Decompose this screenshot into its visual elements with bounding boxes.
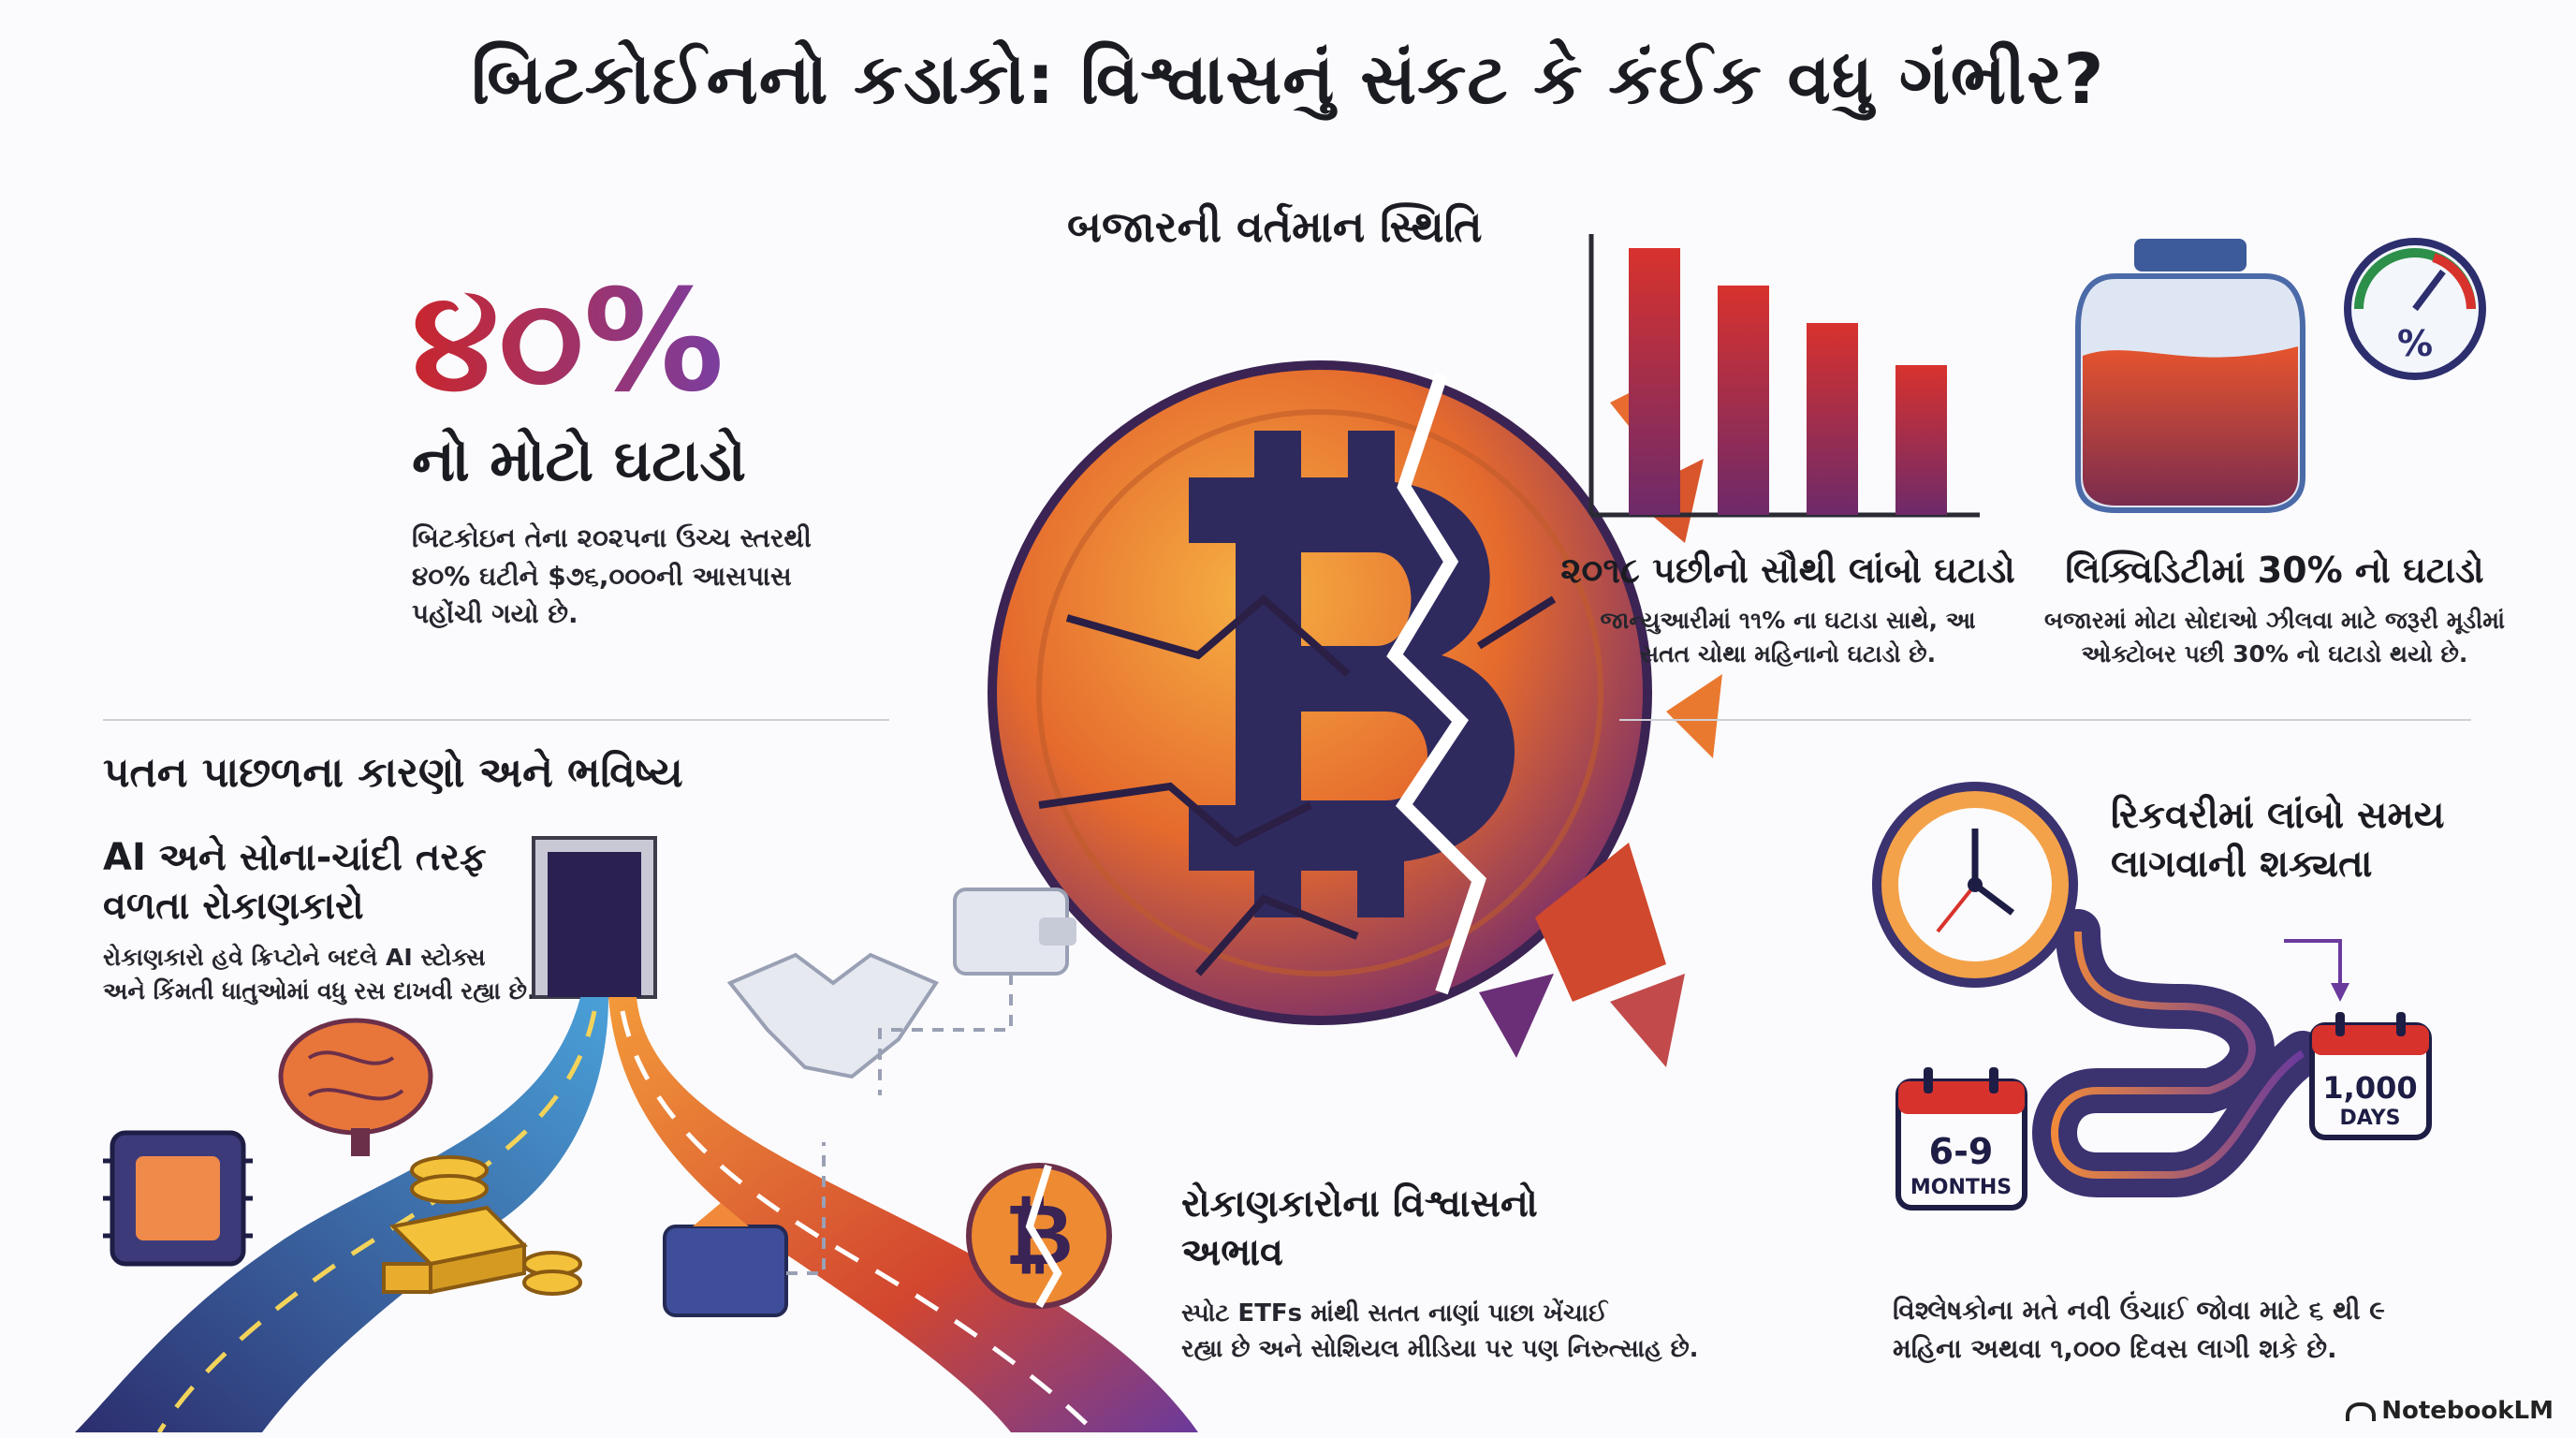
ai-title-line: AI અને સોના-ચાંદી તરફ	[103, 836, 487, 879]
recovery-title-line: રિકવરીમાં લાંબો સમય	[2111, 794, 2445, 837]
calendar-days-value: 1,000	[2322, 1070, 2417, 1106]
ai-description: રોકાણકારો હવે ક્રિપ્ટોને બદલે AI સ્ટોક્સ…	[103, 941, 535, 1009]
calendar-days-unit: DAYS	[2340, 1107, 2401, 1130]
longest-drop-desc-line: સતત ચોથા મહિનાનો ઘટાડો છે.	[1639, 640, 1937, 668]
trust-title: રોકાણકારોના વિશ્વાસનો અભાવ	[1181, 1180, 1538, 1277]
brand-text: NotebookLM	[2381, 1397, 2554, 1425]
calendar-icon: 6-9 MONTHS	[1895, 1067, 2027, 1211]
chart-bar	[1895, 365, 1947, 515]
door-icon	[532, 836, 657, 999]
chart-bar	[1807, 323, 1858, 515]
clock-icon	[1872, 782, 2078, 988]
chart-bar	[1629, 248, 1680, 515]
brain-icon	[278, 1018, 433, 1156]
bitcoin-broken-icon	[988, 360, 1722, 1067]
ai-desc-line: રોકાણકારો હવે ક્રિપ્ટોને બદલે AI સ્ટોક્સ	[103, 944, 486, 971]
recovery-description: વિશ્લેષકોના મતે નવી ઉંચાઈ જોવા માટે ૬ થી…	[1893, 1292, 2385, 1368]
longest-drop-description: જાન્યુઆરીમાં ૧૧% ના ઘટાડા સાથે, આ સતત ચો…	[1544, 604, 2031, 672]
gauge-label: %	[2397, 323, 2433, 364]
liquidity-desc-line: ઓક્ટોબર પછી 30% નો ઘટાડો થયો છે.	[2081, 640, 2468, 668]
ai-title-line: વળતા રોકાણકારો	[103, 885, 364, 928]
liquidity-title: લિક્વિડિટીમાં 30% નો ઘટાડો	[2065, 550, 2484, 591]
page-title: બિટકોઈનનો કડાકો: વિશ્વાસનું સંકટ કે કંઈક…	[471, 39, 2105, 120]
calendar-months-value: 6-9	[1929, 1131, 1994, 1172]
causes-title: પતન પાછળના કારણો અને ભવિષ્ય	[103, 749, 683, 797]
liquidity-jar-icon: %	[2075, 238, 2486, 513]
bar-chart-icon	[1588, 234, 1980, 518]
recovery-illustration: 6-9 MONTHS 1,000 DAYS	[1872, 782, 2432, 1211]
recovery-title-line: લાગવાની શક્યતા	[2111, 843, 2373, 886]
divider-right	[1619, 719, 2471, 721]
drop-desc-line: પહોંચી ગયો છે.	[412, 598, 578, 630]
trust-title-line: અભાવ	[1181, 1231, 1283, 1274]
notebooklm-logo-icon	[2346, 1401, 2377, 1421]
longest-drop-title: ૨૦૧૮ પછીનો સૌથી લાંબો ઘટાડો	[1560, 550, 2015, 591]
gold-bars-icon	[382, 1155, 582, 1296]
divider-left	[103, 719, 889, 721]
trust-description: સ્પોટ ETFs માંથી સતત નાણાં પાછા ખેંચાઈ ર…	[1181, 1297, 1699, 1367]
drop-desc-line: ૪૦% ઘટીને $૭૬,૦૦૦ની આસપાસ	[412, 560, 792, 592]
drop-description: બિટકોઇન તેના ૨૦૨૫ના ઉચ્ચ સ્તરથી ૪૦% ઘટીન…	[412, 520, 812, 634]
drop-desc-line: બિટકોઇન તેના ૨૦૨૫ના ઉચ્ચ સ્તરથી	[412, 522, 812, 553]
liquidity-desc-line: બજારમાં મોટા સોદાઓ ઝીલવા માટે જરૂરી મૂડી…	[2043, 607, 2506, 634]
drop-percent: ૪૦%	[412, 260, 724, 423]
calendar-icon: 1,000 DAYS	[2309, 1012, 2432, 1140]
trust-title-line: રોકાણકારોના વિશ્વાસનો	[1181, 1182, 1538, 1225]
trust-desc-line: રહ્યા છે અને સોશિયલ મીડિયા પર પણ નિરુત્સ…	[1181, 1334, 1699, 1363]
chip-icon	[103, 1130, 253, 1267]
trust-desc-line: સ્પોટ ETFs માંથી સતત નાણાં પાછા ખેંચાઈ	[1181, 1299, 1608, 1328]
liquidity-description: બજારમાં મોટા સોદાઓ ઝીલવા માટે જરૂરી મૂડી…	[2022, 604, 2527, 672]
chart-bar	[1718, 286, 1769, 515]
calendar-months-unit: MONTHS	[1910, 1176, 2012, 1199]
ai-desc-line: અને કિંમતી ધાતુઓમાં વધુ રસ દાખવી રહ્યા છ…	[103, 977, 536, 1005]
market-title: બજારની વર્તમાન સ્થિતિ	[1067, 201, 1483, 252]
bitcoin-small-broken-icon: ₿	[966, 1163, 1112, 1309]
recovery-title: રિકવરીમાં લાંબો સમય લાગવાની શક્યતા	[2111, 791, 2444, 888]
wallet-icon	[663, 888, 1076, 1317]
handshake-icon	[726, 952, 939, 1079]
diverging-roads-illustration: ₿	[75, 836, 1198, 1432]
gauge-icon: %	[2344, 238, 2486, 380]
longest-drop-desc-line: જાન્યુઆરીમાં ૧૧% ના ઘટાડા સાથે, આ	[1600, 607, 1976, 634]
drop-subtitle: નો મોટો ઘટાડો	[412, 426, 747, 494]
recovery-desc-line: વિશ્લેષકોના મતે નવી ઉંચાઈ જોવા માટે ૬ થી…	[1893, 1295, 2385, 1326]
ai-title: AI અને સોના-ચાંદી તરફ વળતા રોકાણકારો	[103, 833, 487, 931]
recovery-desc-line: મહિના અથવા ૧,૦૦૦ દિવસ લાગી શકે છે.	[1893, 1332, 2337, 1364]
brand-label: NotebookLM	[2346, 1397, 2554, 1425]
